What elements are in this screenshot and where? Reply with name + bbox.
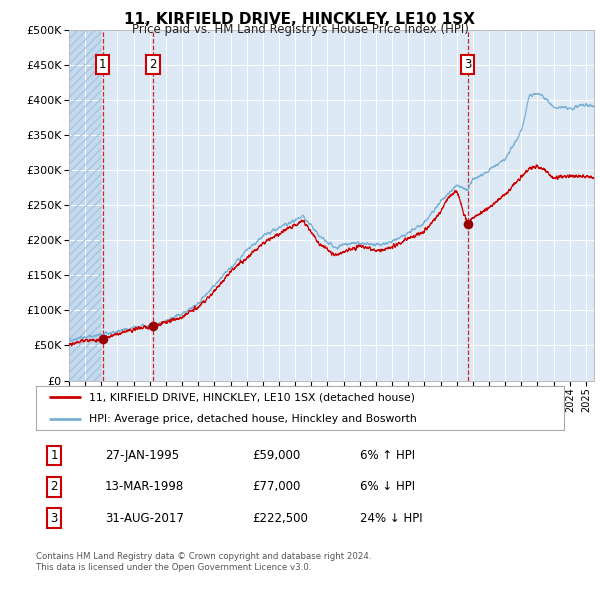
Text: Price paid vs. HM Land Registry's House Price Index (HPI): Price paid vs. HM Land Registry's House … [131,23,469,36]
Text: 1: 1 [50,449,58,462]
Text: 1: 1 [99,58,106,71]
Text: 6% ↑ HPI: 6% ↑ HPI [360,449,415,462]
Text: 2: 2 [50,480,58,493]
Bar [69,30,101,381]
Text: 11, KIRFIELD DRIVE, HINCKLEY, LE10 1SX (detached house): 11, KIRFIELD DRIVE, HINCKLEY, LE10 1SX (… [89,392,415,402]
Text: £222,500: £222,500 [252,512,308,525]
Text: £77,000: £77,000 [252,480,301,493]
Text: 13-MAR-1998: 13-MAR-1998 [105,480,184,493]
Text: 6% ↓ HPI: 6% ↓ HPI [360,480,415,493]
Text: Contains HM Land Registry data © Crown copyright and database right 2024.
This d: Contains HM Land Registry data © Crown c… [36,552,371,572]
Text: 11, KIRFIELD DRIVE, HINCKLEY, LE10 1SX: 11, KIRFIELD DRIVE, HINCKLEY, LE10 1SX [125,12,476,27]
Text: £59,000: £59,000 [252,449,300,462]
Text: 24% ↓ HPI: 24% ↓ HPI [360,512,422,525]
Bar [69,30,101,381]
Text: 31-AUG-2017: 31-AUG-2017 [105,512,184,525]
Text: 3: 3 [50,512,58,525]
Text: 3: 3 [464,58,471,71]
Text: 27-JAN-1995: 27-JAN-1995 [105,449,179,462]
Text: 2: 2 [149,58,157,71]
Text: HPI: Average price, detached house, Hinckley and Bosworth: HPI: Average price, detached house, Hinc… [89,414,416,424]
